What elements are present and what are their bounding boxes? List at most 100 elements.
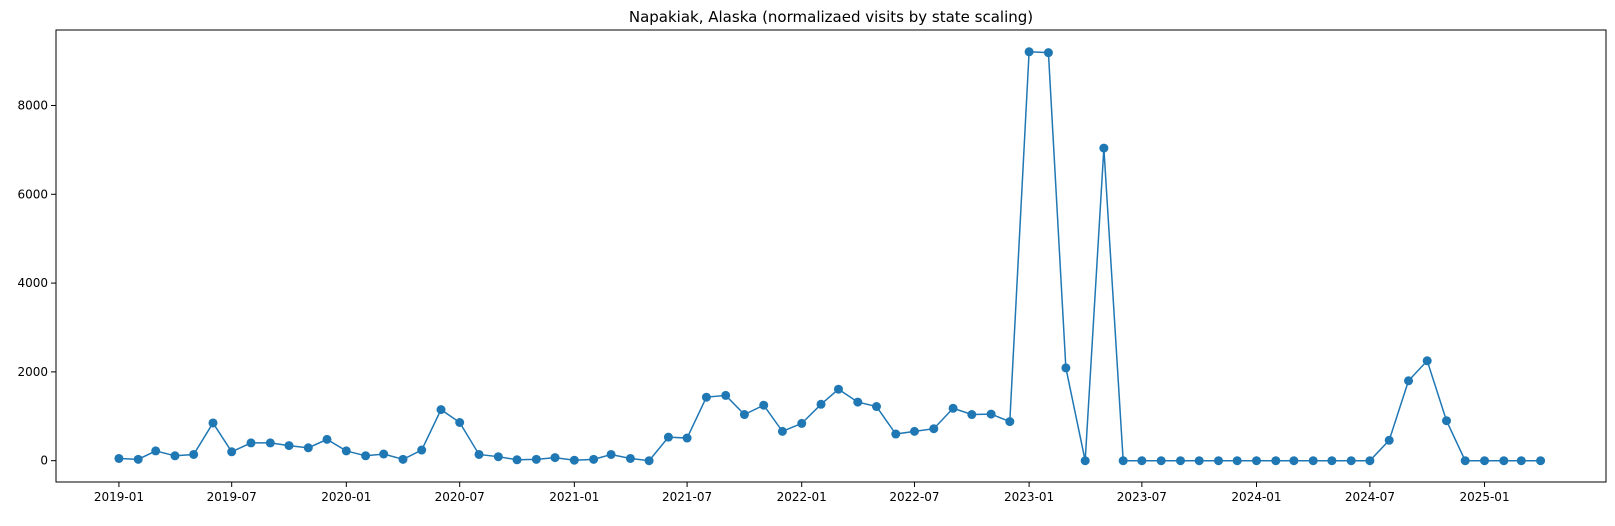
data-point-2020-07 bbox=[455, 418, 465, 427]
y-tick-label: 4000 bbox=[17, 276, 48, 290]
x-tick-label: 2024-01 bbox=[1231, 490, 1281, 504]
data-point-2022-04 bbox=[853, 397, 863, 407]
data-point-2022-06 bbox=[891, 429, 901, 439]
data-point-2020-06 bbox=[436, 405, 446, 415]
x-tick-label: 2023-01 bbox=[1004, 490, 1054, 504]
data-point-2020-10 bbox=[512, 455, 522, 465]
data-point-2021-10 bbox=[739, 410, 749, 420]
data-point-2019-11 bbox=[303, 443, 313, 453]
data-point-2023-02 bbox=[1043, 48, 1053, 58]
x-tick-label: 2020-07 bbox=[435, 490, 485, 504]
x-tick-label: 2019-01 bbox=[94, 490, 144, 504]
data-point-2021-11 bbox=[759, 400, 769, 410]
data-point-2021-06 bbox=[663, 432, 673, 442]
data-point-2021-01 bbox=[569, 455, 579, 465]
data-point-2024-02 bbox=[1271, 456, 1281, 466]
data-point-2024-05 bbox=[1327, 456, 1337, 466]
x-tick-label: 2021-01 bbox=[549, 490, 599, 504]
data-point-2020-11 bbox=[531, 454, 541, 464]
data-point-2024-11 bbox=[1442, 416, 1452, 426]
y-tick-label: 6000 bbox=[17, 187, 48, 201]
data-point-2022-12 bbox=[1005, 417, 1015, 427]
data-point-2019-12 bbox=[322, 434, 332, 444]
data-point-2020-09 bbox=[493, 452, 503, 462]
data-point-2020-03 bbox=[379, 449, 389, 459]
data-point-2023-06 bbox=[1118, 456, 1128, 466]
data-point-2024-08 bbox=[1384, 435, 1394, 445]
x-axis: 2019-01 2019-07 2020-01 2020-07 2021-01 2021-… bbox=[94, 482, 1510, 504]
data-point-2022-09 bbox=[948, 403, 958, 413]
data-point-2019-03 bbox=[151, 446, 161, 456]
data-point-2019-08 bbox=[246, 438, 256, 448]
data-point-2024-04 bbox=[1308, 456, 1318, 466]
data-point-2025-04 bbox=[1536, 456, 1546, 466]
x-tick-label: 2024-07 bbox=[1345, 490, 1395, 504]
y-tick-label: 0 bbox=[40, 454, 48, 468]
data-point-2024-09 bbox=[1404, 376, 1414, 386]
data-point-2022-07 bbox=[909, 426, 919, 436]
data-point-2024-06 bbox=[1346, 456, 1356, 466]
x-tick-label: 2025-01 bbox=[1459, 490, 1509, 504]
data-point-2025-01 bbox=[1480, 456, 1490, 466]
data-point-2023-03 bbox=[1061, 363, 1071, 373]
data-point-2022-05 bbox=[871, 402, 881, 412]
x-tick-label: 2022-07 bbox=[889, 490, 939, 504]
data-point-2020-08 bbox=[474, 449, 484, 459]
data-point-2020-04 bbox=[398, 454, 408, 464]
plot-frame bbox=[55, 29, 1607, 483]
data-point-2021-07 bbox=[682, 433, 692, 443]
data-point-2019-09 bbox=[265, 438, 275, 448]
data-point-2024-07 bbox=[1365, 456, 1375, 466]
data-point-2019-10 bbox=[284, 441, 294, 451]
data-point-2022-10 bbox=[967, 410, 977, 420]
data-point-2024-03 bbox=[1289, 456, 1299, 466]
data-point-2021-03 bbox=[606, 449, 616, 459]
data-point-2022-03 bbox=[833, 384, 843, 394]
y-tick-label: 2000 bbox=[17, 365, 48, 379]
data-point-2023-12 bbox=[1232, 456, 1242, 466]
data-point-2019-01 bbox=[114, 453, 124, 463]
data-point-2024-12 bbox=[1460, 456, 1470, 466]
data-point-2022-01 bbox=[797, 418, 807, 428]
data-point-2020-02 bbox=[361, 451, 371, 461]
data-point-2021-08 bbox=[701, 392, 711, 402]
data-point-2021-05 bbox=[644, 456, 654, 466]
data-point-2021-02 bbox=[589, 454, 599, 464]
data-point-2023-07 bbox=[1137, 456, 1147, 466]
series-layer bbox=[114, 47, 1546, 466]
chart-title: Napakiak, Alaska (normalizaed visits by … bbox=[629, 8, 1033, 26]
series-line bbox=[118, 50, 1541, 462]
data-point-2019-06 bbox=[208, 418, 218, 428]
x-tick-label: 2023-07 bbox=[1117, 490, 1167, 504]
data-point-2021-09 bbox=[721, 390, 731, 400]
x-tick-label: 2019-07 bbox=[207, 490, 257, 504]
data-point-2019-04 bbox=[170, 451, 180, 461]
y-tick-label: 8000 bbox=[17, 98, 48, 112]
data-point-2020-05 bbox=[417, 445, 427, 455]
x-tick-label: 2022-01 bbox=[777, 490, 827, 504]
data-point-2020-12 bbox=[550, 453, 560, 463]
data-point-2023-09 bbox=[1176, 456, 1185, 466]
data-point-2022-08 bbox=[929, 424, 939, 434]
data-point-2025-02 bbox=[1499, 456, 1509, 466]
data-point-2021-04 bbox=[625, 453, 635, 463]
data-point-2023-08 bbox=[1156, 456, 1166, 466]
x-tick-label: 2021-07 bbox=[662, 490, 712, 504]
data-point-2019-05 bbox=[189, 449, 199, 459]
data-point-2025-03 bbox=[1516, 456, 1526, 466]
data-point-2022-02 bbox=[816, 399, 826, 409]
data-point-2020-01 bbox=[341, 446, 351, 456]
data-point-2023-11 bbox=[1214, 456, 1223, 466]
data-point-2021-12 bbox=[777, 426, 787, 436]
data-point-2024-10 bbox=[1422, 356, 1432, 366]
data-point-2022-11 bbox=[986, 409, 996, 419]
data-point-2023-01 bbox=[1024, 47, 1034, 57]
data-point-2023-04 bbox=[1080, 456, 1090, 466]
y-axis: 0 2000 4000 6000 8000 bbox=[17, 98, 56, 468]
data-point-2024-01 bbox=[1252, 456, 1261, 466]
data-point-2019-07 bbox=[227, 447, 237, 457]
data-point-2019-02 bbox=[133, 454, 143, 464]
data-point-2023-05 bbox=[1099, 143, 1109, 153]
data-point-2023-10 bbox=[1194, 456, 1204, 466]
